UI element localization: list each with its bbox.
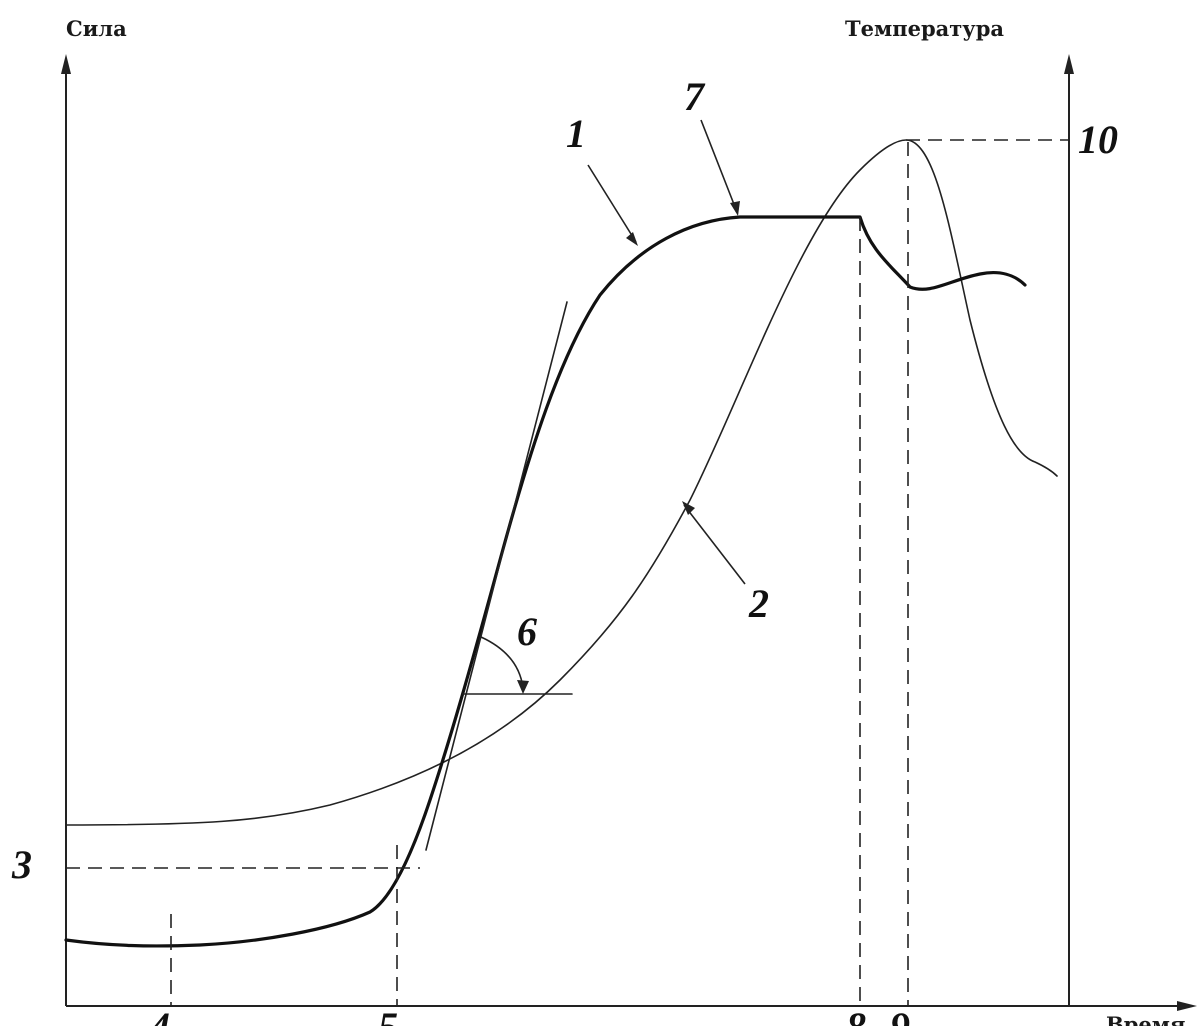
marker-10: 10 [1078,117,1118,162]
marker-6: 6 [517,609,537,654]
x-axis-arrow-icon [1177,1001,1197,1011]
leader-7-arrow-icon [730,201,740,216]
left-y-axis-arrow-icon [61,54,71,74]
leader-7 [700,119,738,213]
marker-9: 9 [890,1004,910,1026]
right-y-axis-arrow-icon [1064,54,1074,74]
temperature-curve [65,139,1058,826]
y-left-axis-label: Сила [66,16,127,41]
force-curve [64,215,1027,948]
marker-8: 8 [846,1004,866,1026]
marker-7: 7 [684,74,706,119]
x-axis-label: Время [1106,1012,1186,1026]
leader-2 [683,504,746,585]
leader-1-arrow-icon [626,232,638,246]
marker-4: 4 [149,1004,170,1026]
marker-5: 5 [378,1004,398,1026]
angle-arc-arrow-icon [517,680,529,694]
marker-1: 1 [566,111,586,156]
tangent-line [425,301,568,851]
y-right-axis-label: Температура [845,16,1004,41]
marker-2: 2 [748,581,769,626]
leader-2-arrow-icon [682,501,695,515]
marker-3: 3 [11,842,32,887]
leader-1 [587,164,637,243]
